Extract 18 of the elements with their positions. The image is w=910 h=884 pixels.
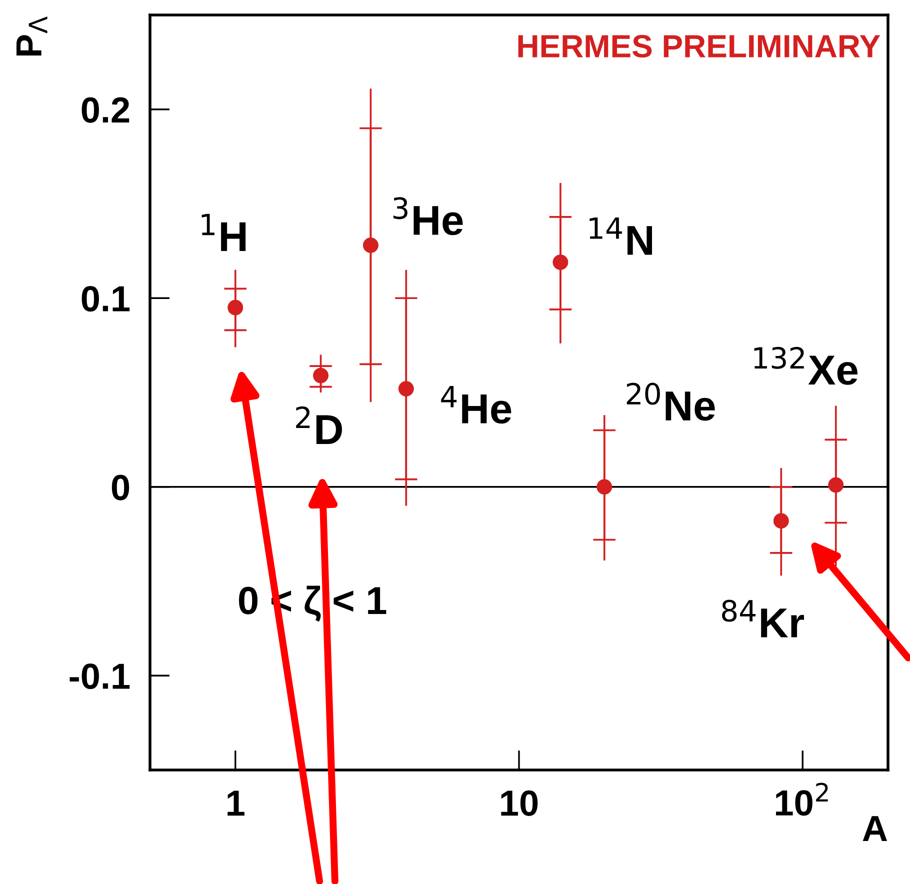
annotation: $^{3}$He — [393, 197, 463, 236]
annotation: $^{14}$N — [590, 218, 652, 255]
annotation: HERMES PRELIMINARY — [518, 34, 880, 58]
x-axis-title: A — [862, 816, 888, 841]
annotation: $^{84}$Kr — [722, 600, 804, 638]
annotation: $^{4}$He — [441, 386, 512, 424]
annotation: $^{20}$Ne — [626, 382, 715, 421]
annotation: $^{2}$D — [296, 406, 342, 444]
y-tick-label: -0.1 — [70, 663, 130, 690]
y-tick-label: 0.2 — [82, 97, 130, 123]
x-tick-label: 10 — [501, 790, 538, 816]
x-tick-label: 10$^{2}$ — [776, 782, 828, 816]
y-axis-title: P$_{Λ}$ — [16, 16, 48, 56]
annotation: $^{1}$H — [202, 214, 246, 252]
x-tick-label: 1 — [228, 790, 244, 816]
y-tick-label: 0.1 — [82, 286, 130, 312]
annotation: $^{132}$Xe — [754, 346, 858, 385]
y-tick-label: 0 — [112, 474, 130, 500]
